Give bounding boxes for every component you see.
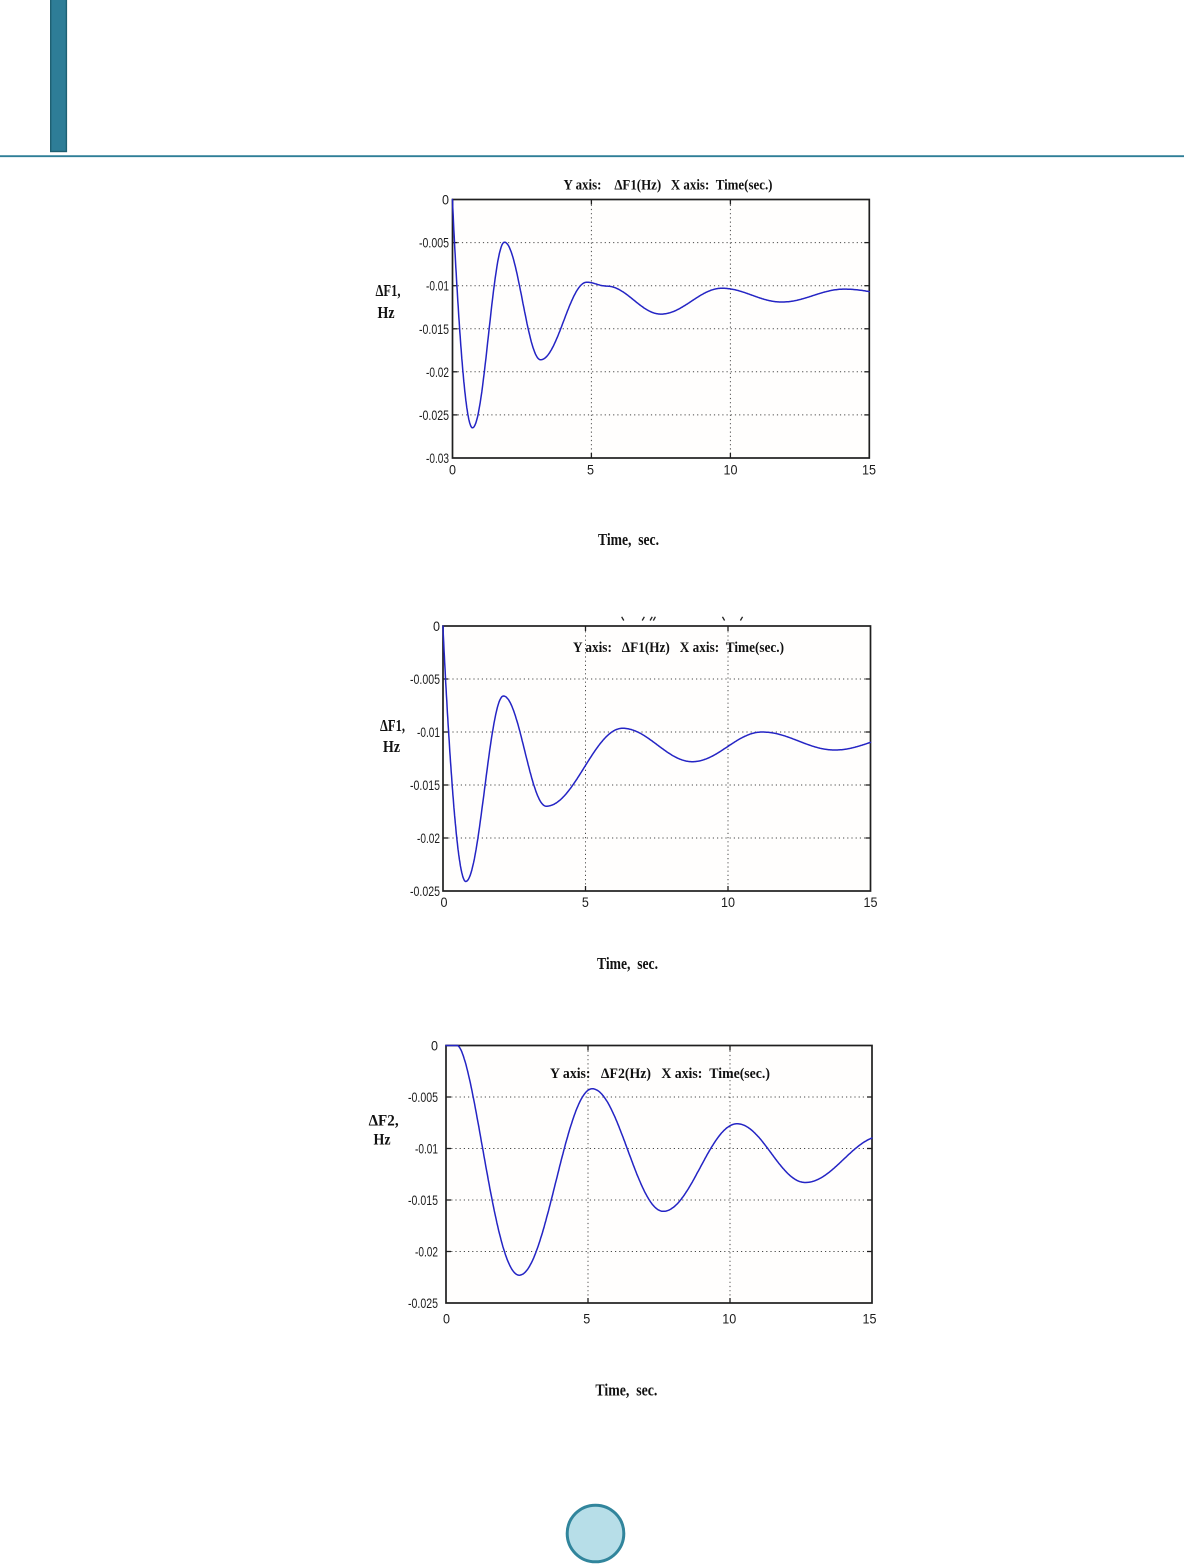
svg-text:0: 0 <box>449 462 456 478</box>
svg-text:Time, sec.: Time, sec. <box>597 954 658 973</box>
svg-text:-0.025: -0.025 <box>410 883 440 899</box>
svg-text:15: 15 <box>864 894 878 910</box>
svg-text:Time, sec.: Time, sec. <box>595 1381 657 1400</box>
svg-text:Y axis: ΔF1(Hz) X axis:: Y axis: ΔF1(Hz) X axis: Time(sec.) <box>564 178 773 194</box>
svg-text:0: 0 <box>442 192 449 208</box>
svg-text:Y axis: ΔF1(Hz) X axis: T: Y axis: ΔF1(Hz) X axis: Time(sec.) <box>573 640 784 656</box>
svg-text:15: 15 <box>862 462 876 478</box>
svg-text:-0.01: -0.01 <box>417 724 440 740</box>
svg-text:-0.005: -0.005 <box>408 1089 438 1105</box>
svg-text:0: 0 <box>433 618 440 634</box>
svg-text:ΔF2,: ΔF2, <box>369 1113 399 1130</box>
svg-text:-0.015: -0.015 <box>408 1192 438 1208</box>
svg-text:Hz: Hz <box>374 1132 391 1149</box>
svg-text:-0.025: -0.025 <box>419 407 449 423</box>
svg-text:5: 5 <box>583 1311 590 1327</box>
svg-text:0: 0 <box>431 1038 438 1054</box>
svg-text:0: 0 <box>441 894 448 910</box>
svg-text:-0.015: -0.015 <box>410 777 440 793</box>
svg-text:10: 10 <box>722 1311 736 1327</box>
svg-text:10: 10 <box>724 462 738 478</box>
svg-text:-0.02: -0.02 <box>426 364 449 380</box>
svg-text:-0.02: -0.02 <box>417 830 440 846</box>
svg-text:0: 0 <box>443 1311 450 1327</box>
svg-text:Time, sec.: Time, sec. <box>598 530 659 549</box>
svg-text:Y axis: ΔF2(Hz) X axis: T: Y axis: ΔF2(Hz) X axis: Time(sec.) <box>550 1066 770 1082</box>
svg-text:ΔF1,: ΔF1, <box>376 281 401 300</box>
svg-text:-0.02: -0.02 <box>415 1244 438 1260</box>
svg-text:-0.01: -0.01 <box>426 278 449 294</box>
svg-text:-0.03: -0.03 <box>426 450 449 466</box>
svg-text:Hz: Hz <box>378 303 395 322</box>
svg-text:5: 5 <box>582 894 589 910</box>
svg-text:Hz: Hz <box>383 737 400 756</box>
svg-text:-0.005: -0.005 <box>419 235 449 251</box>
svg-text:10: 10 <box>721 894 735 910</box>
svg-text:-0.025: -0.025 <box>408 1295 438 1311</box>
svg-text:-0.01: -0.01 <box>415 1141 438 1157</box>
svg-text:ΔF1,: ΔF1, <box>380 716 405 735</box>
svg-text:-0.015: -0.015 <box>419 321 449 337</box>
svg-text:-0.005: -0.005 <box>410 671 440 687</box>
svg-text:5: 5 <box>587 462 594 478</box>
svg-text:15: 15 <box>863 1311 877 1327</box>
